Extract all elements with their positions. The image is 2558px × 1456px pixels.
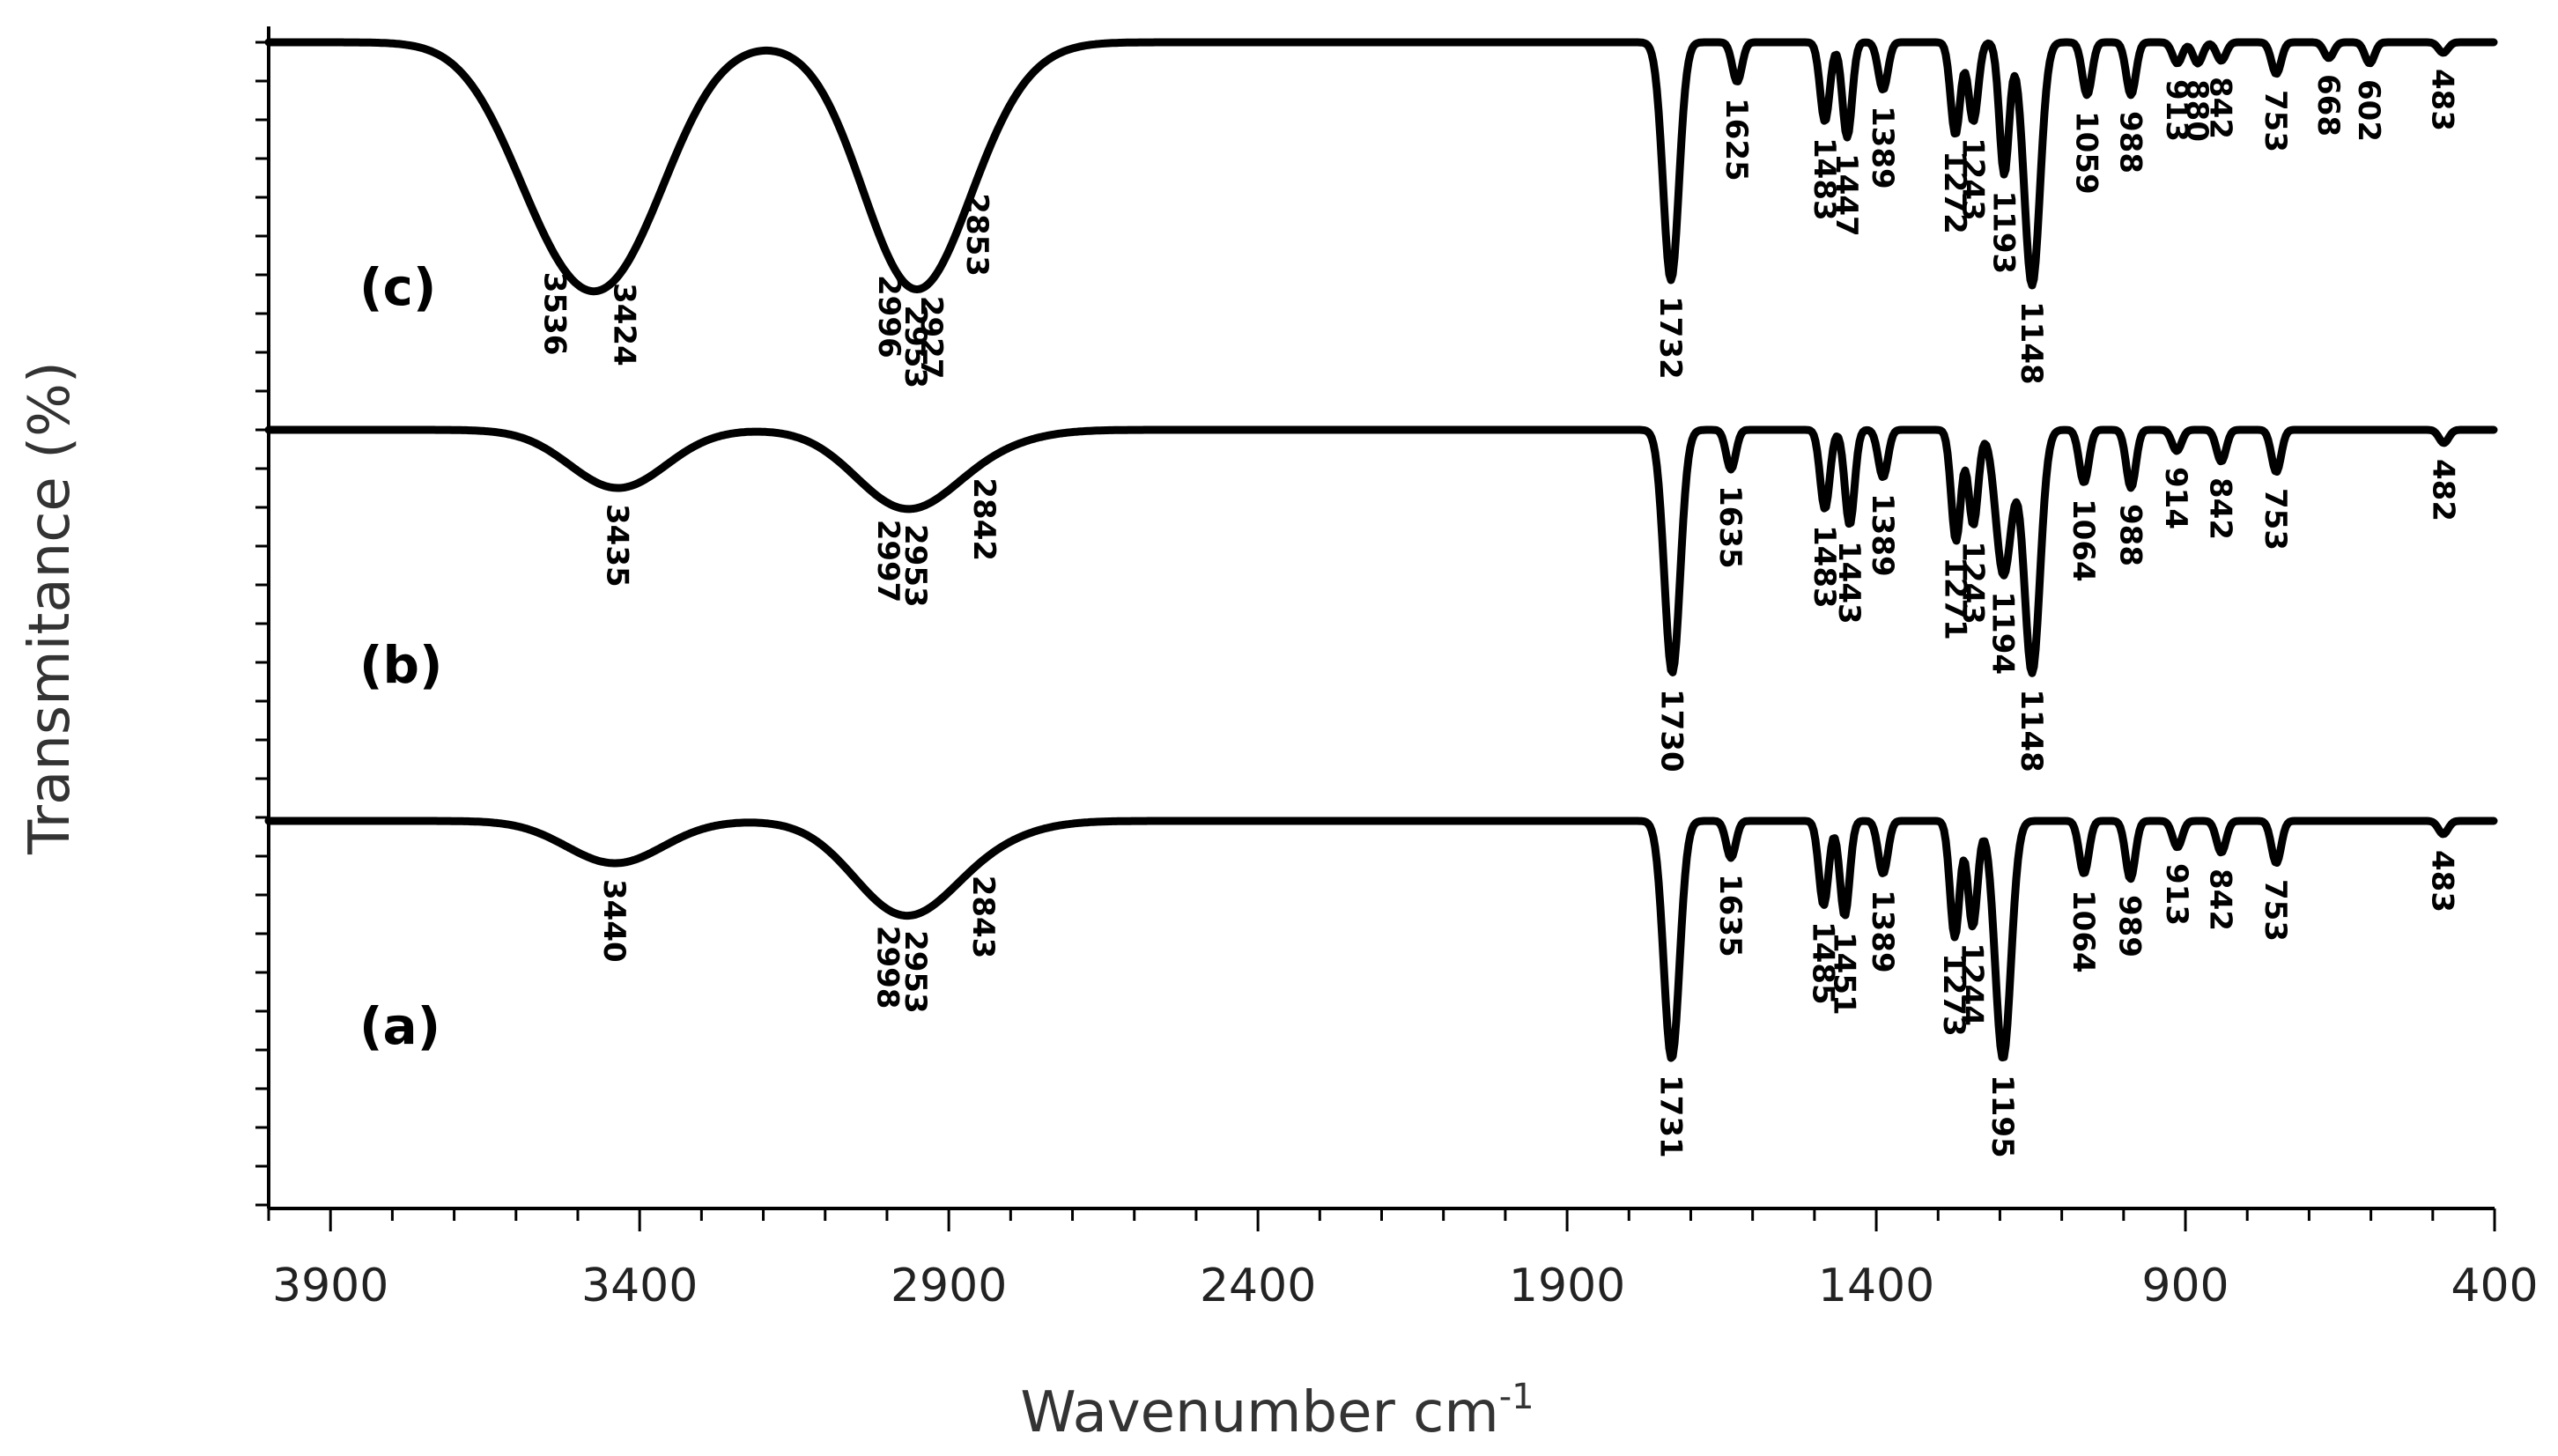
axes [267, 26, 2495, 1210]
spectra [264, 38, 2498, 1062]
peak-label: 2953 [898, 305, 933, 388]
peak-label: 2953 [898, 524, 933, 608]
peak-label: 1483 [1807, 137, 1842, 221]
peak-label: 1148 [2014, 689, 2049, 772]
peak-label: 1244 [1955, 942, 1990, 1026]
peak-label: 2853 [959, 193, 994, 277]
peak-label: 1193 [1985, 191, 2021, 275]
peak-label: 3424 [606, 283, 641, 366]
x-ticks: 3900 3400 2900 2400 1900 1400 900 400 [267, 1208, 2539, 1312]
peak-label: 1730 [1653, 689, 1689, 772]
peak-label: 1625 [1719, 98, 1754, 181]
spectrum-line-2 [264, 817, 2498, 1062]
x-tick-label: 3400 [581, 1260, 698, 1312]
x-tick-label: 1400 [1818, 1260, 1934, 1312]
peak-label: 1389 [1865, 890, 1900, 973]
peak-label: 753 [2258, 90, 2293, 152]
peak-label: 1447 [1829, 153, 1864, 237]
peak-label: 1635 [1712, 485, 1748, 569]
x-tick-label: 2900 [891, 1260, 1007, 1312]
peak-label: 3440 [596, 879, 632, 963]
peak-label: 753 [2258, 879, 2293, 942]
peak-label: 668 [2310, 74, 2346, 137]
peak-label: 988 [2112, 111, 2148, 174]
peak-label: 2843 [965, 876, 1001, 959]
peak-label: 1483 [1807, 525, 1842, 609]
peak-label: 842 [2203, 77, 2238, 139]
peak-label: 913 [2159, 79, 2194, 142]
peak-label: 1064 [2066, 499, 2101, 582]
peak-label: 1272 [1937, 151, 1972, 234]
peak-label: 880 [2179, 79, 2214, 142]
peak-label: 2842 [966, 477, 1002, 561]
peak-label: 2953 [898, 930, 933, 1014]
x-tick-label: 400 [2451, 1260, 2538, 1312]
peak-label: 989 [2112, 895, 2148, 957]
peak-label: 1451 [1826, 932, 1861, 1016]
peak-label: 1064 [2066, 890, 2101, 973]
peak-label: 988 [2112, 504, 2148, 566]
peak-label: 602 [2351, 79, 2386, 142]
x-tick-label: 900 [2141, 1260, 2229, 1312]
series-label: (a) [359, 996, 440, 1056]
peak-label: 482 [2425, 459, 2460, 521]
spectrum-line-0 [264, 38, 2498, 296]
y-axis-label: Transmitance (%) [18, 361, 83, 855]
series-label: (c) [359, 257, 436, 317]
peak-label: 913 [2159, 863, 2194, 926]
y-minor-ticks [255, 41, 269, 1207]
peak-label: 1194 [1985, 591, 2021, 675]
x-tick-label: 2400 [1200, 1260, 1316, 1312]
peak-label: 1731 [1653, 1075, 1689, 1158]
peak-label: 842 [2203, 477, 2238, 540]
x-tick-label: 3900 [272, 1260, 388, 1312]
peak-label: 1732 [1652, 296, 1688, 380]
peak-label: 914 [2158, 467, 2193, 529]
peak-label: 1059 [2068, 111, 2103, 195]
peak-label: 2927 [913, 296, 949, 380]
peak-label: 753 [2258, 488, 2293, 551]
series-labels: (c) (b) (a) [359, 257, 443, 1056]
peak-label: 1389 [1865, 106, 1900, 189]
peak-label: 3435 [600, 504, 635, 588]
peak-label: 2998 [869, 926, 905, 1009]
peak-label: 1195 [1985, 1075, 2020, 1158]
peak-label: 1243 [1955, 137, 1990, 221]
peak-label: 1243 [1955, 541, 1990, 625]
peak-label: 2997 [870, 520, 906, 603]
peak-label: 1271 [1938, 557, 1973, 640]
peak-label: 2996 [871, 275, 906, 358]
peak-label: 1485 [1805, 921, 1840, 1005]
spectrum-line-1 [264, 425, 2498, 677]
peak-label: 1273 [1936, 953, 1971, 1037]
x-axis-label: Wavenumber cm-1 [1020, 1377, 1534, 1445]
peak-label: 1635 [1712, 874, 1748, 957]
peak-label: 842 [2203, 868, 2238, 931]
series-label: (b) [359, 635, 443, 695]
peak-label: 483 [2425, 69, 2460, 131]
x-tick-label: 1900 [1509, 1260, 1625, 1312]
peak-label: 1389 [1865, 493, 1900, 577]
peak-label: 1443 [1831, 541, 1867, 625]
peak-label: 1148 [2014, 301, 2049, 385]
peak-label: 3536 [537, 272, 573, 356]
peak-label: 483 [2425, 850, 2460, 913]
